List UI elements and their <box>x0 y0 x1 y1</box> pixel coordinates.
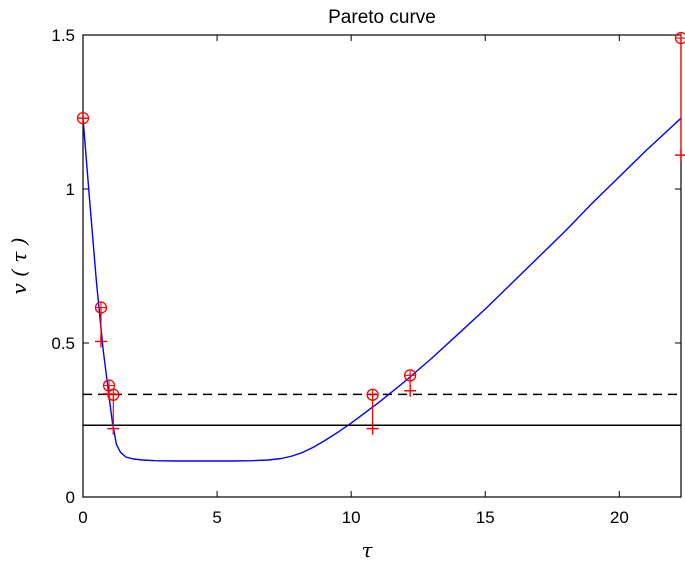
circle-marker-cross <box>107 389 119 401</box>
plus-marker <box>366 422 379 435</box>
marker-group <box>76 31 685 435</box>
x-axis-label: τ <box>361 538 373 562</box>
circle-marker-cross <box>367 389 379 401</box>
x-tick-label: 5 <box>212 508 221 527</box>
chart-title: Pareto curve <box>328 7 436 28</box>
y-tick-label: 1 <box>66 180 75 199</box>
x-axis-ticks: 0 5 10 15 20 <box>78 35 629 527</box>
y-axis-label: v ( τ ) <box>7 237 31 294</box>
y-tick-label: 0 <box>66 488 75 507</box>
circle-marker-cross <box>95 302 107 314</box>
y-axis-ticks: 0 0.5 1 1.5 <box>51 26 681 507</box>
x-tick-label: 10 <box>342 508 361 527</box>
x-tick-label: 20 <box>610 508 629 527</box>
plot-frame <box>82 34 682 498</box>
x-tick-label: 0 <box>78 508 87 527</box>
y-tick-label: 1.5 <box>51 26 75 45</box>
plus-marker <box>675 149 685 162</box>
y-tick-label: 0.5 <box>51 334 75 353</box>
plus-marker <box>404 384 417 397</box>
pareto-curve-line <box>82 117 682 462</box>
plus-marker <box>107 422 120 435</box>
x-tick-label: 15 <box>476 508 495 527</box>
plus-marker <box>94 335 107 348</box>
circle-marker-cross <box>77 112 89 124</box>
circle-marker-cross <box>103 380 115 392</box>
reference-lines <box>83 393 681 426</box>
circle-marker-cross <box>404 369 416 381</box>
curve-group <box>82 117 682 462</box>
